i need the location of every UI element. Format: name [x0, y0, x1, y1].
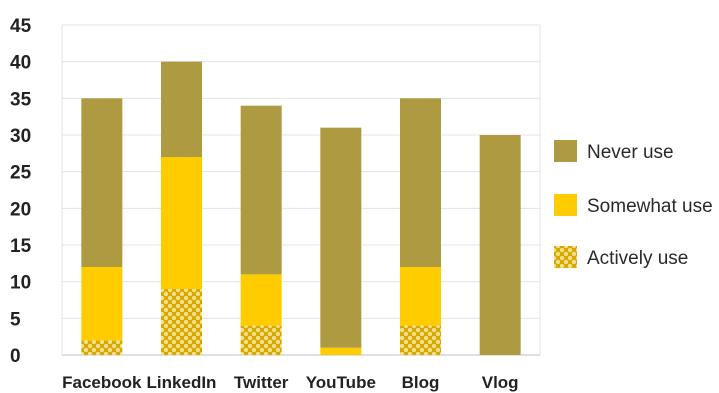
y-tick-label: 10: [10, 273, 31, 294]
x-tick-label: LinkedIn: [147, 373, 217, 392]
legend-label: Actively use: [587, 248, 688, 269]
y-tick-label: 20: [10, 199, 31, 220]
bar-twitter-actively-use: [240, 325, 282, 355]
y-tick-label: 35: [10, 89, 32, 110]
x-tick-label: Vlog: [482, 373, 519, 392]
x-tick-label: Facebook: [62, 373, 142, 392]
bar-twitter-never-use: [240, 105, 282, 275]
legend-swatch: [554, 140, 577, 162]
bar-facebook-somewhat-use: [81, 267, 123, 341]
y-tick-label: 25: [10, 163, 32, 184]
bar-youtube-somewhat-use: [320, 347, 362, 355]
legend-label: Somewhat use: [587, 196, 713, 217]
y-tick-label: 30: [10, 126, 31, 147]
y-tick-label: 15: [10, 236, 32, 257]
bar-linkedin-somewhat-use: [161, 157, 202, 289]
bar-blog-never-use: [400, 98, 441, 267]
legend-swatch: [554, 246, 577, 268]
y-tick-label: 40: [10, 53, 31, 74]
y-tick-label: 45: [10, 16, 32, 37]
bar-blog-actively-use: [400, 325, 441, 355]
x-tick-label: Twitter: [234, 373, 289, 392]
x-tick-label: Blog: [402, 373, 440, 392]
x-tick-label: YouTube: [306, 373, 376, 392]
bars: [81, 61, 521, 355]
y-tick-label: 0: [10, 346, 21, 367]
bar-linkedin-actively-use: [161, 289, 202, 355]
bar-youtube-never-use: [320, 127, 362, 348]
grid-lines: [61, 24, 541, 356]
bar-facebook-actively-use: [81, 340, 123, 355]
y-axis-ticks: 0 5 10 15 20 25 30 35 40 45: [10, 16, 32, 367]
bar-vlog-never-use: [479, 135, 521, 355]
bar-facebook-never-use: [81, 98, 123, 267]
bar-blog-somewhat-use: [400, 267, 441, 326]
bar-linkedin-never-use: [161, 61, 202, 157]
legend: Never use Somewhat use Actively use: [554, 140, 713, 269]
legend-swatch: [554, 194, 577, 216]
y-tick-label: 5: [10, 309, 21, 330]
legend-label: Never use: [587, 142, 674, 163]
x-axis-labels: Facebook LinkedIn Twitter YouTube Blog Vlog: [62, 373, 518, 392]
bar-twitter-somewhat-use: [240, 274, 282, 326]
